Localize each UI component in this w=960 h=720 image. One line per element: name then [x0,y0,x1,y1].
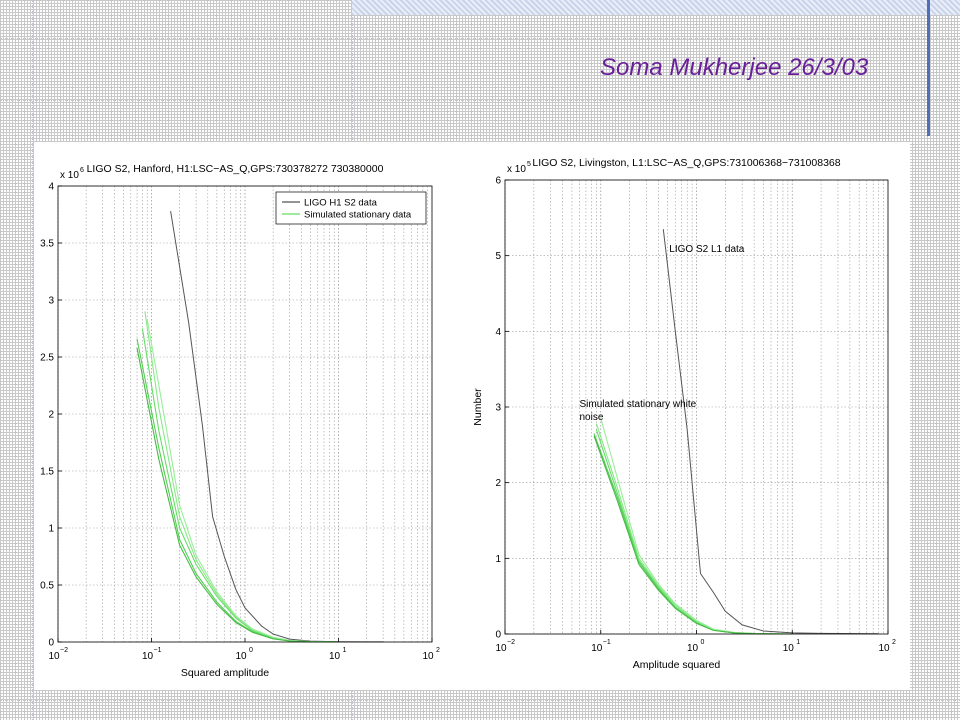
l1-x-tick-label: 10 [783,643,795,654]
h1-x-tick-label: 10 [48,651,60,662]
l1-x-tick-label: 10 [495,643,507,654]
h1-y-tick-label: 1.5 [40,467,54,478]
l1-chart-title: LIGO S2, Livingston, L1:LSC−AS_Q,GPS:731… [532,157,840,169]
l1-y-tick-label: 1 [495,554,501,565]
l1-x-tick-exponent: −2 [507,639,515,646]
l1-x-tick-label: 10 [878,643,890,654]
author-date-label: Soma Mukherjee 26/3/03 [600,54,869,81]
h1-x-tick-label: 10 [235,651,247,662]
h1-legend-label: LIGO H1 S2 data [304,198,378,209]
l1-y-tick-label: 5 [495,251,501,262]
h1-y-multiplier: x 10 [60,170,79,181]
accent-bar [927,0,930,136]
l1-y-tick-label: 6 [495,176,501,187]
l1-annotation: LIGO S2 L1 data [669,244,744,255]
h1-series-line [136,347,339,643]
h1-series-line [170,211,384,643]
l1-y-multiplier-exponent: 5 [527,161,531,168]
h1-y-tick-label: 0 [48,638,54,649]
l1-series-line [595,423,793,635]
l1-x-tick-exponent: 2 [892,639,896,646]
h1-x-tick-exponent: 1 [343,647,347,654]
h1-chart-title: LIGO S2, Hanford, H1:LSC−AS_Q,GPS:730378… [87,163,384,175]
h1-x-tick-label: 10 [422,651,434,662]
h1-y-axis-label: Number [34,395,37,433]
h1-y-tick-label: 0.5 [40,581,54,592]
l1-y-tick-label: 2 [495,478,501,489]
l1-x-tick-label: 10 [687,643,699,654]
l1-y-axis-label: Number [472,388,484,426]
l1-x-tick-label: 10 [591,643,603,654]
l1-x-axis-label: Amplitude squared [633,659,721,671]
h1-series-line [136,338,339,643]
l1-series-line [593,435,793,635]
h1-legend-label: Simulated stationary data [304,210,412,221]
l1-y-tick-label: 4 [495,327,501,338]
h1-x-tick-exponent: 0 [249,647,253,654]
h1-y-tick-label: 2.5 [40,353,54,364]
h1-legend-box [275,191,427,225]
h1-y-tick-label: 2 [48,410,54,421]
h1-x-tick-exponent: 2 [436,647,440,654]
h1-y-tick-label: 1 [48,524,54,535]
h1-y-tick-label: 3 [48,296,54,307]
l1-y-tick-label: 3 [495,403,501,414]
h1-x-tick-label: 10 [142,651,154,662]
h1-y-multiplier-exponent: 6 [80,167,84,174]
l1-annotation: Simulated stationary white [580,399,697,410]
h1-y-tick-label: 3.5 [40,239,54,250]
h1-x-axis-label: Squared amplitude [181,667,269,679]
h1-y-tick-label: 4 [48,182,54,193]
h1-x-tick-exponent: −1 [154,647,162,654]
h1-x-tick-label: 10 [329,651,341,662]
l1-x-tick-exponent: 0 [701,639,705,646]
h1-x-tick-exponent: −2 [60,647,68,654]
l1-annotation: noise [580,412,604,423]
header-band [352,0,960,15]
figure-panel: 0 0.5 1 1.5 2 2.5 3 3.5 4 10 −2 10 −1 10 0 10 1 10 2 x 10 6 L… [34,142,910,690]
l1-y-tick-label: 0 [495,630,501,641]
l1-x-tick-exponent: 1 [796,639,800,646]
h1-series-line [144,311,339,643]
l1-series-line [662,229,879,635]
l1-x-tick-exponent: −1 [603,639,611,646]
h1-series-line [146,319,339,643]
l1-series-line [595,429,793,635]
l1-y-multiplier: x 10 [507,164,526,175]
l1-series-line [593,433,793,635]
